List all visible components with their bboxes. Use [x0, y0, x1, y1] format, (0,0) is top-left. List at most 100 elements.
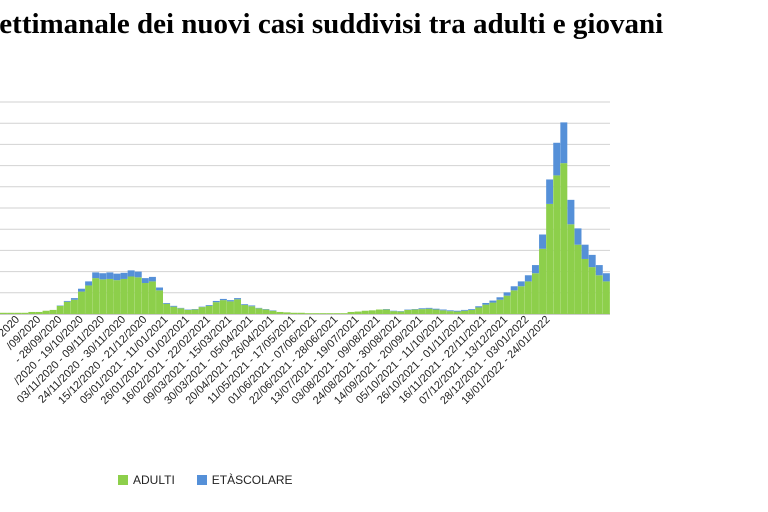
stacked-bar-chart: 2020/09/2020- 28/09/2020/2020 - 19/10/20…: [0, 101, 610, 407]
bar-adulti: [198, 307, 206, 314]
bar-adulti: [560, 163, 568, 314]
bar-etascolare: [134, 271, 142, 278]
bar-adulti: [574, 244, 582, 314]
bar-adulti: [163, 303, 171, 314]
bar-etascolare: [539, 234, 547, 249]
bar-adulti: [241, 305, 249, 314]
bar-adulti: [141, 283, 149, 314]
bar-adulti: [148, 281, 156, 314]
bar-etascolare: [241, 304, 249, 306]
bar-etascolare: [503, 292, 511, 296]
bar-etascolare: [446, 310, 454, 312]
bar-etascolare: [574, 228, 582, 245]
bar-etascolare: [113, 273, 121, 281]
bar-etascolare: [248, 305, 256, 307]
bar-adulti: [226, 301, 234, 314]
bar-etascolare: [226, 300, 234, 302]
bar-etascolare: [425, 307, 433, 309]
bar-adulti: [92, 278, 100, 314]
bar-adulti: [305, 313, 312, 314]
bar-etascolare: [234, 298, 242, 300]
bar-adulti: [283, 312, 291, 314]
bar-adulti: [531, 273, 539, 314]
bar-adulti: [404, 309, 412, 314]
bar-etascolare: [595, 265, 603, 276]
bar-adulti: [432, 309, 440, 314]
bar-etascolare: [517, 281, 525, 287]
bar-adulti: [191, 309, 199, 314]
bar-etascolare: [205, 305, 213, 306]
bar-etascolare: [92, 272, 100, 279]
x-tick-labels: 2020/09/2020- 28/09/2020/2020 - 19/10/20…: [0, 314, 553, 407]
bar-adulti: [120, 278, 128, 314]
bar-adulti: [205, 305, 213, 314]
bar-etascolare: [120, 272, 128, 279]
bar-adulti: [347, 311, 355, 314]
bar-adulti: [461, 310, 468, 314]
bar-etascolare: [78, 288, 85, 292]
bar-adulti: [28, 311, 36, 314]
bar-etascolare: [496, 297, 504, 300]
bar-adulti: [35, 311, 43, 314]
bar-adulti: [588, 267, 596, 314]
bar-etascolare: [63, 300, 71, 302]
bar-adulti: [212, 302, 220, 314]
bar-adulti: [49, 309, 57, 314]
bar-etascolare: [212, 300, 220, 303]
legend-swatch-adulti: [118, 475, 128, 485]
bar-adulti: [127, 276, 135, 314]
bar-adulti: [248, 306, 256, 314]
bar-etascolare: [560, 122, 568, 164]
legend-swatch-etascolare: [196, 475, 207, 485]
bar-etascolare: [99, 273, 107, 280]
bar-adulti: [0, 312, 7, 314]
bar-adulti: [219, 300, 227, 314]
bar-adulti: [21, 312, 29, 314]
bar-adulti: [70, 299, 78, 314]
legend-label-adulti: ADULTI: [133, 473, 175, 487]
bar-adulti: [85, 285, 93, 314]
bar-etascolare: [156, 287, 163, 291]
bar-adulti: [418, 309, 426, 314]
bar-adulti: [595, 275, 603, 314]
bar-adulti: [489, 302, 497, 314]
bar-etascolare: [588, 254, 596, 268]
bar-adulti: [524, 281, 532, 314]
bar-adulti: [184, 309, 192, 314]
bar-adulti: [581, 258, 589, 314]
bar-adulti: [425, 308, 433, 314]
bar-etascolare: [510, 286, 518, 291]
bar-etascolare: [418, 308, 426, 310]
legend: ADULTI ETÀSCOLARE: [118, 473, 315, 487]
bar-adulti: [539, 248, 547, 314]
bar-adulti: [340, 313, 348, 314]
bar-adulti: [78, 291, 85, 314]
bar-etascolare: [432, 308, 440, 310]
bar-adulti: [99, 279, 107, 314]
bar-adulti: [368, 310, 376, 314]
bar-adulti: [7, 312, 15, 314]
bar-etascolare: [70, 298, 78, 300]
bar-etascolare: [127, 270, 135, 277]
bar-etascolare: [219, 298, 227, 301]
bar-adulti: [42, 310, 50, 314]
bar-etascolare: [453, 310, 461, 312]
bar-adulti: [439, 310, 447, 314]
bar-adulti: [411, 309, 419, 314]
bar-adulti: [517, 286, 525, 314]
bar-etascolare: [170, 305, 178, 307]
bar-adulti: [333, 313, 341, 314]
bar-adulti: [482, 304, 490, 314]
bar-etascolare: [148, 276, 156, 282]
bar-adulti: [262, 309, 270, 314]
legend-item-etascolare: ETÀSCOLARE: [196, 473, 293, 487]
bar-adulti: [297, 312, 305, 314]
bar-etascolare: [567, 199, 575, 225]
bar-adulti: [319, 313, 327, 314]
bar-adulti: [170, 306, 178, 314]
bar-etascolare: [141, 278, 149, 284]
bar-adulti: [312, 313, 320, 314]
bar-adulti: [14, 312, 22, 314]
bar-etascolare: [461, 309, 468, 311]
bar-adulti: [113, 280, 121, 314]
